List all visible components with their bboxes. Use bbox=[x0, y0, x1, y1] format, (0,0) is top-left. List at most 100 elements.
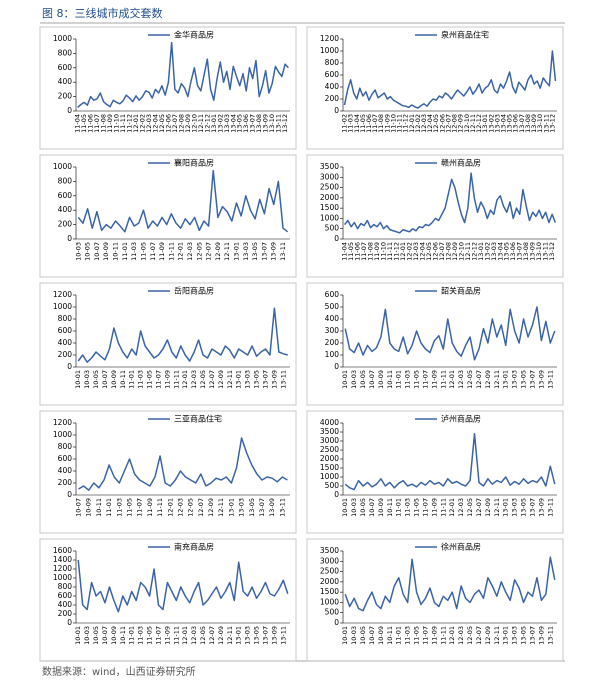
x-tick-label: 12-09 bbox=[217, 626, 225, 645]
x-tick-label: 13-02 bbox=[483, 242, 491, 261]
x-tick-label: 13-04 bbox=[229, 114, 237, 133]
x-tick-label: 10-09 bbox=[85, 498, 93, 517]
y-tick-label: 500 bbox=[325, 302, 340, 311]
x-tick-label: 11-10 bbox=[113, 114, 121, 133]
y-tick-label: 200 bbox=[58, 220, 73, 229]
x-tick-label: 10-05 bbox=[359, 370, 367, 389]
x-tick-label: 12-03 bbox=[190, 626, 198, 645]
x-tick-label: 10-07 bbox=[368, 498, 376, 517]
x-tick-label: 12-09 bbox=[484, 370, 492, 389]
x-tick-label: 11-05 bbox=[126, 498, 134, 517]
x-tick-label: 13-05 bbox=[520, 498, 528, 517]
x-tick-label: 11-11 bbox=[439, 626, 447, 645]
y-tick-label: 2500 bbox=[320, 445, 339, 454]
x-tick-label: 12-11 bbox=[197, 114, 205, 133]
x-tick-label: 11-05 bbox=[413, 626, 421, 645]
x-tick-label: 12-09 bbox=[484, 498, 492, 517]
y-tick-label: 1000 bbox=[320, 597, 339, 606]
y-tick-label: 200 bbox=[58, 609, 73, 618]
x-tick-label: 13-06 bbox=[512, 114, 520, 133]
x-tick-label: 13-09 bbox=[537, 498, 545, 517]
x-tick-label: 12-05 bbox=[466, 370, 474, 389]
x-tick-label: 11-01 bbox=[395, 626, 403, 645]
legend-label: 岳阳商品房 bbox=[174, 286, 214, 296]
y-tick-label: 0 bbox=[67, 106, 72, 115]
x-tick-label: 13-11 bbox=[275, 114, 283, 133]
x-tick-label: 13-11 bbox=[542, 242, 550, 261]
x-tick-label: 12-07 bbox=[444, 114, 452, 133]
x-tick-label: 10-09 bbox=[377, 626, 385, 645]
x-tick-label: 10-07 bbox=[368, 626, 376, 645]
x-tick-label: 11-09 bbox=[163, 626, 171, 645]
chart-frame bbox=[39, 26, 297, 150]
x-tick-label: 10-11 bbox=[119, 370, 127, 389]
x-tick-label: 10-11 bbox=[95, 498, 103, 517]
y-tick-label: 0 bbox=[334, 490, 339, 499]
y-tick-label: 1500 bbox=[320, 463, 339, 472]
x-tick-label: 12-10 bbox=[463, 114, 471, 133]
y-tick-label: 800 bbox=[58, 314, 73, 323]
y-tick-label: 800 bbox=[58, 582, 73, 591]
x-tick-label: 13-10 bbox=[535, 242, 543, 261]
x-tick-label: 13-05 bbox=[520, 626, 528, 645]
x-tick-label: 11-03 bbox=[137, 626, 145, 645]
data-line bbox=[78, 437, 288, 491]
x-tick-label: 12-11 bbox=[223, 242, 231, 261]
x-tick-label: 12-01 bbox=[181, 626, 189, 645]
x-tick-label: 12-11 bbox=[226, 626, 234, 645]
x-tick-label: 13-03 bbox=[244, 626, 252, 645]
x-tick-label: 13-05 bbox=[236, 114, 244, 133]
x-tick-label: 12-03 bbox=[176, 498, 184, 517]
legend-label: 襄阳商品房 bbox=[174, 158, 214, 168]
x-tick-label: 12-05 bbox=[466, 498, 474, 517]
y-tick-label: 1200 bbox=[320, 34, 339, 43]
y-tick-label: 0 bbox=[67, 618, 72, 627]
x-tick-label: 10-05 bbox=[84, 242, 92, 261]
x-tick-label: 12-03 bbox=[457, 370, 465, 389]
y-tick-label: 400 bbox=[58, 205, 73, 214]
x-tick-label: 10-11 bbox=[119, 626, 127, 645]
data-line bbox=[343, 50, 557, 109]
x-tick-label: 10-03 bbox=[350, 370, 358, 389]
x-tick-label: 11-01 bbox=[128, 626, 136, 645]
x-tick-label: 13-11 bbox=[278, 498, 286, 517]
x-tick-label: 11-08 bbox=[377, 114, 385, 133]
x-tick-label: 11-07 bbox=[421, 498, 429, 517]
x-tick-label: 13-11 bbox=[279, 242, 287, 261]
y-tick-label: 600 bbox=[325, 70, 340, 79]
x-tick-label: 13-11 bbox=[279, 370, 287, 389]
x-tick-label: 13-07 bbox=[516, 242, 524, 261]
x-tick-label: 11-03 bbox=[404, 498, 412, 517]
y-tick-label: 1000 bbox=[53, 34, 72, 43]
x-tick-label: 10-05 bbox=[92, 370, 100, 389]
x-tick-label: 13-01 bbox=[233, 242, 241, 261]
y-tick-label: 800 bbox=[325, 58, 340, 67]
y-tick-label: 1200 bbox=[53, 290, 72, 299]
y-tick-label: 400 bbox=[58, 466, 73, 475]
x-tick-label: 11-01 bbox=[121, 242, 129, 261]
y-tick-label: 2500 bbox=[320, 183, 339, 192]
y-tick-label: 200 bbox=[58, 92, 73, 101]
x-tick-label: 13-03 bbox=[238, 498, 246, 517]
x-tick-label: 13-12 bbox=[548, 114, 556, 133]
x-tick-label: 13-09 bbox=[270, 626, 278, 645]
x-tick-label: 13-03 bbox=[223, 114, 231, 133]
x-tick-label: 12-09 bbox=[207, 498, 215, 517]
x-tick-label: 10-01 bbox=[341, 370, 349, 389]
x-tick-label: 13-02 bbox=[216, 114, 224, 133]
legend-label: 南充商品房 bbox=[174, 542, 214, 552]
x-tick-label: 11-05 bbox=[146, 370, 154, 389]
x-tick-label: 11-09 bbox=[373, 242, 381, 261]
x-tick-label: 12-01 bbox=[408, 114, 416, 133]
x-tick-label: 13-01 bbox=[235, 626, 243, 645]
x-tick-label: 11-09 bbox=[158, 242, 166, 261]
x-tick-label: 12-01 bbox=[166, 498, 174, 517]
x-tick-label: 12-01 bbox=[399, 242, 407, 261]
x-tick-label: 12-11 bbox=[493, 498, 501, 517]
x-tick-label: 12-01 bbox=[448, 370, 456, 389]
x-tick-label: 10-03 bbox=[350, 498, 358, 517]
chart-frame bbox=[306, 538, 564, 662]
x-tick-label: 11-03 bbox=[404, 370, 412, 389]
x-tick-label: 13-03 bbox=[511, 626, 519, 645]
x-tick-label: 12-03 bbox=[145, 114, 153, 133]
